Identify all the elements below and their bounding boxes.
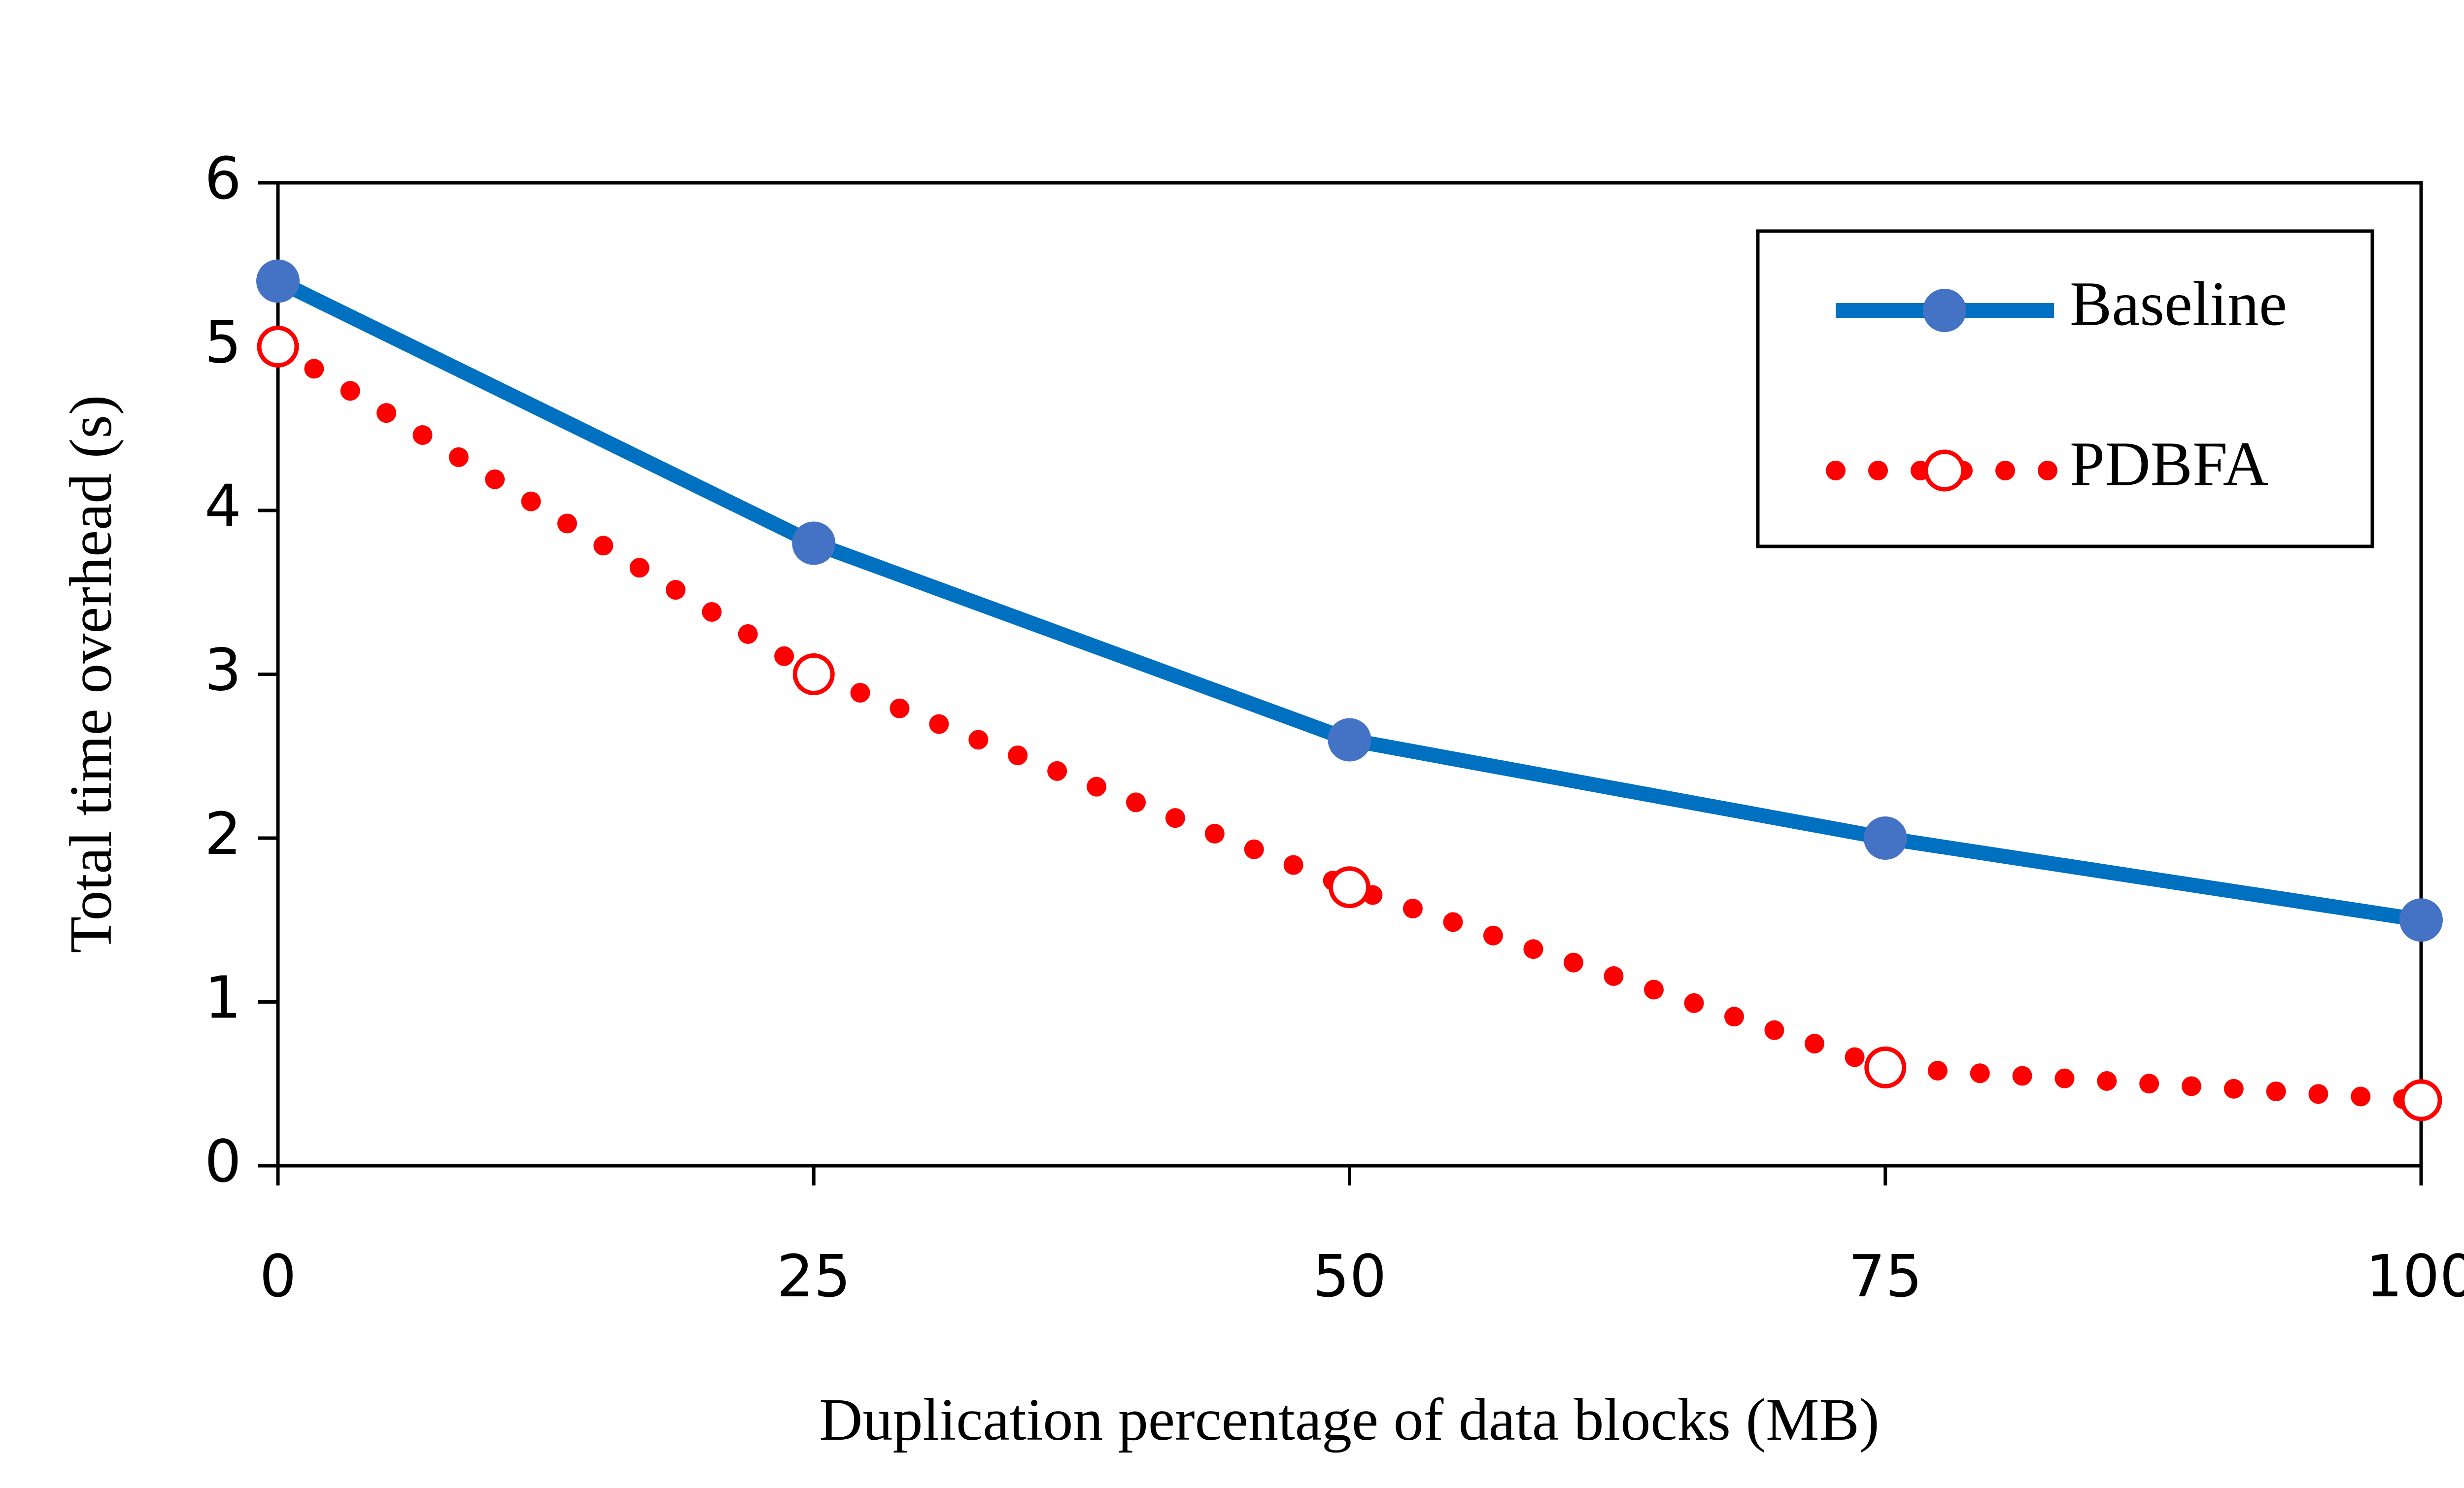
- marker: [2400, 1079, 2442, 1121]
- marker: [256, 259, 300, 303]
- x-tick-label: 100: [2365, 1242, 2464, 1310]
- y-tick-label: 5: [205, 308, 241, 376]
- legend-label: Baseline: [2070, 269, 2287, 338]
- y-tick-label: 3: [205, 636, 241, 704]
- marker: [2399, 898, 2443, 942]
- y-tick-label: 4: [205, 472, 241, 540]
- legend-marker: [1923, 449, 1966, 492]
- x-tick-label: 75: [1848, 1242, 1922, 1310]
- marker: [1329, 866, 1370, 909]
- y-axis-title: Total time overhead (s): [58, 395, 124, 953]
- legend-box: [1756, 229, 2374, 548]
- marker: [792, 653, 835, 695]
- marker: [792, 521, 836, 565]
- x-tick-label: 50: [1312, 1242, 1386, 1310]
- x-tick-label: 25: [777, 1242, 851, 1310]
- marker: [1328, 718, 1371, 762]
- legend: Baseline PDBFA: [1756, 229, 2374, 548]
- y-tick-label: 0: [205, 1127, 241, 1195]
- legend-marker: [1923, 289, 1966, 332]
- series-line: [268, 337, 2431, 1110]
- legend-label: PDBFA: [2070, 429, 2268, 499]
- x-tick-label: 0: [259, 1242, 296, 1310]
- marker: [1864, 1047, 1907, 1088]
- marker: [257, 326, 299, 368]
- y-tick-label: 6: [205, 144, 241, 212]
- marker: [1863, 816, 1907, 860]
- y-tick-label: 2: [205, 800, 241, 868]
- x-axis-title: Duplication percentage of data blocks (M…: [819, 1387, 1879, 1453]
- y-tick-label: 1: [205, 964, 241, 1032]
